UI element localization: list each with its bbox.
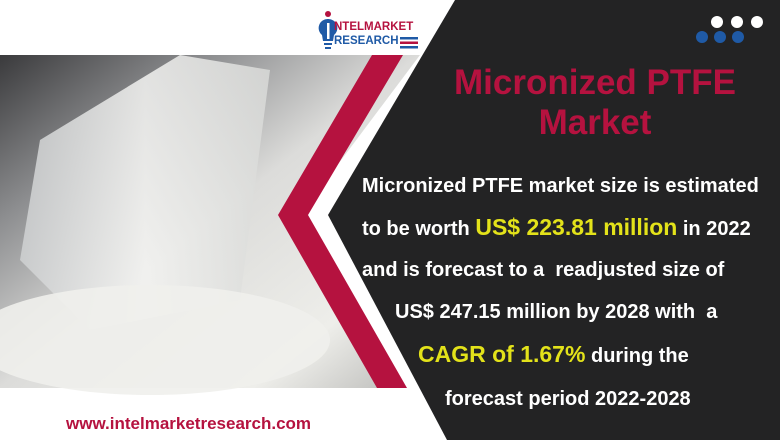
body-line-1: Micronized PTFE market size is estimated (362, 175, 759, 197)
flag-stripes-icon (400, 37, 418, 49)
body-text: to be worth (362, 218, 476, 240)
red-stripe (278, 55, 407, 388)
product-photo-tube (20, 55, 270, 330)
body-line-3: and is forecast to a readjusted size of (362, 259, 725, 281)
cagr-highlight: CAGR of 1.67% (418, 341, 586, 367)
logo-text-bottom: RESEARCH (334, 35, 399, 47)
lightbulb-logo-icon (318, 11, 338, 49)
body-line-5: CAGR of 1.67% during the (418, 341, 689, 369)
website-link[interactable]: www.intelmarketresearch.com (66, 414, 312, 433)
logo[interactable]: NTELMARKET RESEARCH (318, 10, 428, 52)
body-line-2: to be worth US$ 223.81 million in 2022 (362, 214, 751, 242)
product-photo-roll (0, 285, 330, 395)
body-text: during the (585, 345, 689, 367)
page-title-line2: Market (538, 103, 652, 142)
dark-panel (328, 0, 780, 440)
body-line-4: US$ 247.15 million by 2028 with a (395, 301, 718, 323)
body-line-6: forecast period 2022-2028 (445, 388, 691, 410)
logo-text-top: NTELMARKET (334, 21, 414, 33)
page-title-line1: Micronized PTFE (454, 63, 736, 102)
body-text: in 2022 (677, 218, 751, 240)
market-size-2022-highlight: US$ 223.81 million (475, 214, 678, 240)
